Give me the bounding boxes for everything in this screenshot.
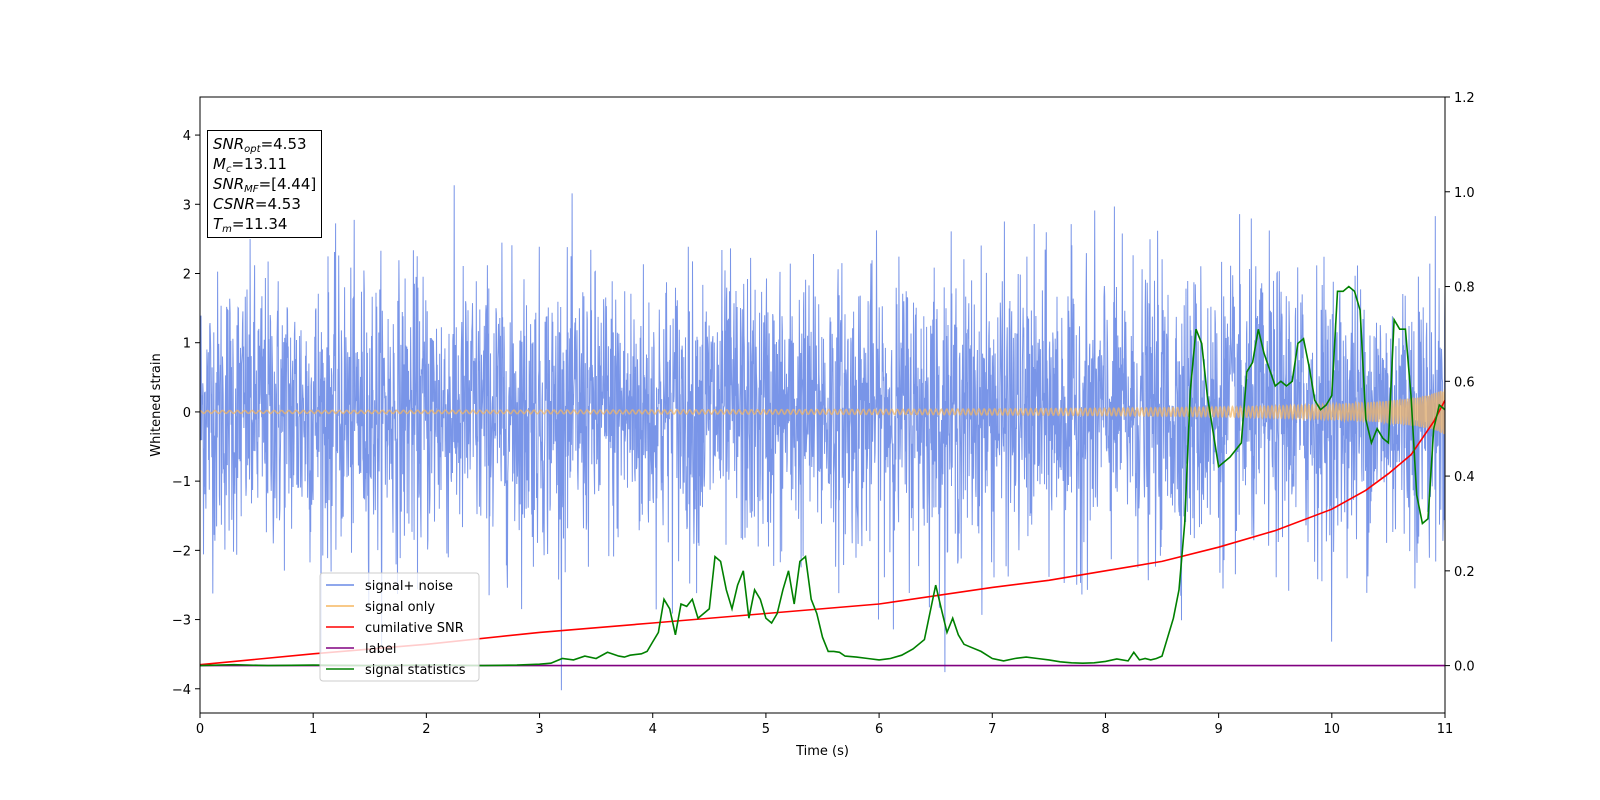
y-tick-label: 1 — [183, 337, 191, 352]
x-tick-label: 10 — [1324, 722, 1341, 737]
stats-box: SNRopt=4.53 Mc=13.11 SNRMF=[4.44] CSNR=4.53… — [207, 130, 323, 238]
stat-row: SNRopt=4.53 — [213, 134, 316, 155]
series-line-1 — [200, 389, 1445, 435]
legend-label: label — [365, 642, 396, 657]
stat-value: =4.53 — [260, 135, 307, 153]
x-tick-label: 6 — [875, 722, 883, 737]
y2-tick-label: 0.6 — [1454, 375, 1475, 390]
x-tick-label: 7 — [988, 722, 996, 737]
x-tick-label: 1 — [309, 722, 317, 737]
stat-value: =11.34 — [231, 215, 288, 233]
y-tick-label: 0 — [183, 406, 191, 421]
stat-value: =13.11 — [231, 155, 287, 173]
y-tick-label: −4 — [172, 683, 191, 698]
x-tick-label: 2 — [422, 722, 430, 737]
x-tick-label: 8 — [1101, 722, 1109, 737]
legend-frame — [319, 572, 480, 682]
y-tick-label: 4 — [183, 129, 191, 144]
y2-tick-label: 0.4 — [1454, 470, 1475, 485]
y2-tick-label: 0.2 — [1454, 565, 1475, 580]
stat-symbol: SNR — [213, 135, 245, 153]
stat-symbol: T — [213, 215, 223, 233]
legend-label: signal statistics — [365, 663, 466, 678]
stat-symbol: SNR — [213, 175, 245, 193]
ticks-layer: 0 1 2 3 4 5 6 7 8 9 10 1143210−1−2−3−41.21.00.80.60… — [172, 91, 1475, 737]
stat-row: SNRMF=[4.44] — [213, 174, 317, 195]
y-tick-label: 3 — [183, 198, 191, 213]
y2-tick-label: 1.0 — [1454, 186, 1475, 201]
stat-subscript: MF — [244, 184, 259, 195]
x-tick-label: 4 — [649, 722, 657, 737]
series-line-4 — [200, 285, 1445, 667]
stat-row: Tm=11.34 — [213, 214, 316, 235]
x-tick-label: 0 — [196, 722, 204, 737]
y-tick-label: 2 — [183, 267, 191, 282]
stat-symbol: M — [213, 155, 226, 173]
y2-tick-label: 0.0 — [1454, 660, 1475, 675]
plot-frame — [199, 96, 1446, 714]
stat-row: Mc=13.11 — [213, 154, 316, 175]
x-tick-label: 9 — [1214, 722, 1222, 737]
y2-tick-label: 0.8 — [1454, 281, 1475, 296]
y-tick-label: −1 — [172, 475, 191, 490]
legend-label: signal+ noise — [365, 579, 453, 594]
y-tick-label: −2 — [172, 544, 191, 559]
y-tick-label: −3 — [172, 614, 191, 629]
stat-subscript: c — [225, 164, 232, 175]
x-tick-label: 5 — [762, 722, 770, 737]
y2-tick-label: 1.2 — [1454, 91, 1475, 106]
x-tick-label: 3 — [535, 722, 543, 737]
y-axis-label: Whitened strain — [149, 353, 164, 456]
stat-row: CSNR=4.53 — [213, 194, 316, 214]
stat-symbol: CSNR — [213, 195, 255, 213]
stat-subscript: opt — [244, 144, 261, 155]
x-tick-label: 11 — [1437, 722, 1454, 737]
x-axis-label: Time (s) — [795, 744, 849, 759]
legend: signal+ noise signal only cumilative SNR la… — [319, 572, 480, 682]
legend-label: cumilative SNR — [365, 621, 464, 636]
stat-value: =4.53 — [254, 195, 301, 213]
stat-subscript: m — [222, 224, 232, 235]
series-line-0 — [200, 185, 1445, 691]
legend-label: signal only — [365, 600, 435, 615]
stat-value: =[4.44] — [258, 175, 317, 193]
series-line-2 — [200, 399, 1445, 666]
